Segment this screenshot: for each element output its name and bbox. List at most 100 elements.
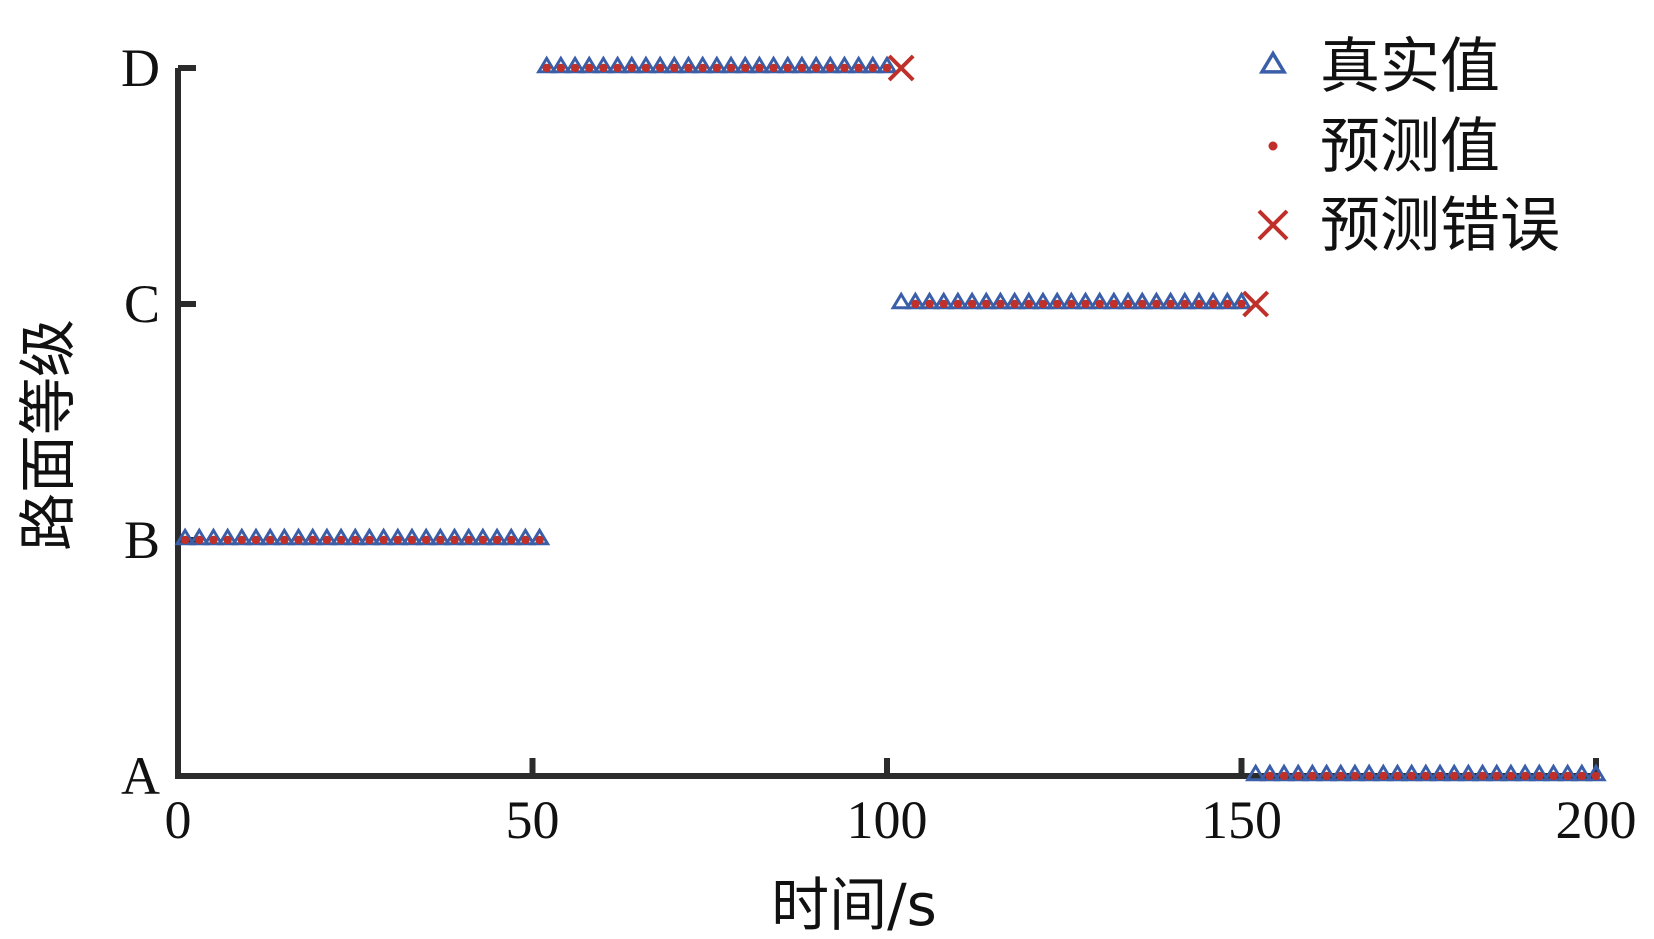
- true-value-point: [890, 291, 912, 310]
- predicted-value-point: [1535, 771, 1544, 781]
- predicted-value-point: [868, 63, 878, 73]
- predicted-value-point: [967, 299, 977, 309]
- predicted-value-point: [726, 63, 736, 73]
- predicted-value-point: [1138, 299, 1147, 309]
- predicted-value-point: [336, 535, 346, 545]
- predicted-value-point: [322, 535, 332, 545]
- predicted-value-point: [1265, 771, 1275, 781]
- predicted-value-point: [492, 535, 502, 545]
- predicted-value-point: [535, 535, 544, 545]
- x-tick-label: 200: [1556, 790, 1637, 850]
- predicted-value-point: [1506, 771, 1516, 781]
- predicted-value-point: [1052, 299, 1062, 309]
- predicted-value-point: [1379, 771, 1388, 781]
- predicted-value-point: [1208, 299, 1218, 309]
- legend-entry-label: 真实值: [1320, 32, 1500, 102]
- predicted-value-point: [811, 63, 821, 73]
- predicted-value-point: [755, 63, 764, 73]
- x-tick-label: 0: [165, 790, 192, 850]
- predicted-value-point: [1435, 771, 1445, 781]
- predicted-value-point: [379, 535, 388, 545]
- data-marks: [174, 54, 1607, 782]
- predicted-value-point: [854, 63, 863, 73]
- y-ticks: A B C D: [121, 38, 196, 806]
- predicted-value-point: [826, 63, 835, 73]
- predicted-value-point: [939, 299, 948, 309]
- predicted-value-point: [195, 535, 204, 545]
- x-ticks: 0 50 100 150 200: [165, 758, 1637, 850]
- predicted-value-point: [421, 535, 431, 545]
- predicted-value-point: [365, 535, 374, 545]
- predicted-value-point: [237, 535, 247, 545]
- prediction-error-point: [887, 54, 915, 82]
- predicted-value-point: [1577, 771, 1587, 781]
- predicted-value-point: [1223, 299, 1232, 309]
- predicted-value-point: [450, 535, 459, 545]
- predicted-value-point: [280, 535, 289, 545]
- legend-entry-label: 预测值: [1320, 112, 1500, 182]
- predicted-value-point: [911, 299, 920, 309]
- predicted-value-point: [1492, 771, 1501, 781]
- predicted-value-point: [1010, 299, 1019, 309]
- predicted-value-point: [613, 63, 622, 73]
- predicted-value-point: [1450, 771, 1459, 781]
- predicted-value-point: [570, 63, 580, 73]
- predicted-value-point: [1350, 771, 1360, 781]
- predicted-value-point: [1194, 299, 1204, 309]
- predicted-value-point: [1336, 771, 1345, 781]
- predicted-value-point: [599, 63, 608, 73]
- predicted-value-point: [1294, 771, 1303, 781]
- predicted-value-point: [1024, 299, 1034, 309]
- predicted-value-point: [1067, 299, 1076, 309]
- predicted-value-point: [1180, 299, 1189, 309]
- predicted-value-point: [1308, 771, 1317, 781]
- predicted-value-point: [1279, 771, 1289, 781]
- predicted-value-point: [712, 63, 722, 73]
- prediction-error-point: [1242, 290, 1270, 318]
- predicted-value-point: [1123, 299, 1133, 309]
- y-tick-label: A: [121, 746, 160, 806]
- predicted-value-point: [1464, 771, 1473, 781]
- y-tick-label: C: [124, 274, 160, 334]
- predicted-value-point: [251, 535, 261, 545]
- predicted-value-point: [996, 299, 1005, 309]
- predicted-value-point: [1109, 299, 1119, 309]
- predicted-value-point: [507, 535, 516, 545]
- predicted-value-point: [521, 535, 530, 545]
- predicted-value-point: [1393, 771, 1402, 781]
- predicted-value-point: [393, 535, 402, 545]
- predicted-value-point: [783, 63, 792, 73]
- predicted-value-point: [1364, 771, 1374, 781]
- legend-entry-label: 预测错误: [1320, 191, 1560, 261]
- predicted-value-point: [407, 535, 417, 545]
- predicted-value-point: [840, 63, 849, 73]
- y-tick-label: B: [124, 510, 160, 570]
- predicted-value-point: [670, 63, 679, 73]
- legend-triangle-icon: [1258, 50, 1288, 74]
- y-axis-title: 路面等级: [14, 319, 82, 551]
- predicted-value-point: [436, 535, 445, 545]
- x-tick-label: 50: [506, 790, 560, 850]
- legend-dot-icon: [1268, 141, 1278, 151]
- predicted-value-point: [1322, 771, 1331, 781]
- predicted-value-point: [478, 535, 488, 545]
- predicted-value-point: [351, 535, 360, 545]
- predicted-value-point: [1421, 771, 1431, 781]
- predicted-value-point: [1152, 299, 1161, 309]
- predicted-value-point: [585, 63, 594, 73]
- predicted-value-point: [1478, 771, 1487, 781]
- predicted-value-point: [1549, 771, 1558, 781]
- predicted-value-point: [641, 63, 651, 73]
- predicted-value-point: [627, 63, 636, 73]
- predicted-value-point: [741, 63, 750, 73]
- predicted-value-point: [684, 63, 693, 73]
- predicted-value-point: [294, 535, 303, 545]
- predicted-value-point: [769, 63, 778, 73]
- predicted-value-point: [1038, 299, 1048, 309]
- predicted-value-point: [209, 535, 218, 545]
- predicted-value-point: [1563, 771, 1572, 781]
- predicted-value-point: [464, 535, 473, 545]
- predicted-value-point: [180, 535, 190, 545]
